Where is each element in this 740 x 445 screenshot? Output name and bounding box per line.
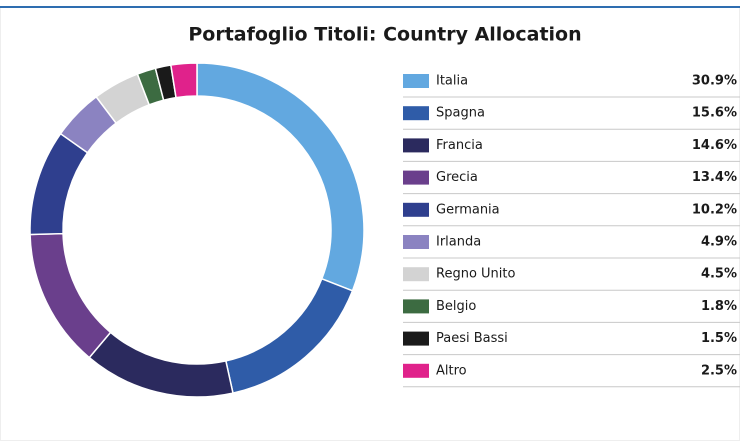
value-label: 2.5% — [701, 363, 737, 378]
legend-swatch — [403, 202, 429, 217]
legend-swatch — [403, 170, 429, 185]
legend-swatch — [403, 331, 429, 346]
value-label: 13.4% — [692, 170, 737, 185]
legend-label: Grecia — [436, 170, 478, 185]
legend-swatch — [403, 299, 429, 314]
legend-label: Francia — [436, 138, 483, 153]
legend-label: Altro — [436, 363, 467, 378]
donut-segment — [169, 62, 198, 99]
legend-label: Regno Unito — [436, 267, 515, 282]
value-label: 10.2% — [692, 202, 737, 217]
legend-label: Belgio — [436, 299, 476, 314]
legend-swatch — [403, 74, 429, 88]
value-label: 15.6% — [692, 106, 737, 121]
legend-label: Italia — [436, 74, 468, 89]
legend-swatch — [403, 235, 429, 249]
legend-swatch — [403, 267, 429, 282]
legend-label: Irlanda — [436, 235, 481, 250]
value-label: 4.9% — [701, 235, 737, 250]
value-label: 30.9% — [692, 74, 737, 89]
value-label: 14.6% — [692, 138, 737, 153]
legend-label: Spagna — [436, 106, 485, 121]
legend-swatch — [403, 106, 429, 121]
legend-swatch — [403, 138, 429, 153]
legend-label: Germania — [436, 202, 500, 217]
value-label: 1.5% — [701, 331, 737, 346]
legend-swatch — [403, 363, 429, 378]
legend-label: Paesi Bassi — [436, 331, 508, 346]
panel — [0, 6, 740, 441]
value-label: 4.5% — [701, 267, 737, 282]
chart-title: Portafoglio Titoli: Country Allocation — [188, 24, 581, 46]
value-label: 1.8% — [701, 299, 737, 314]
